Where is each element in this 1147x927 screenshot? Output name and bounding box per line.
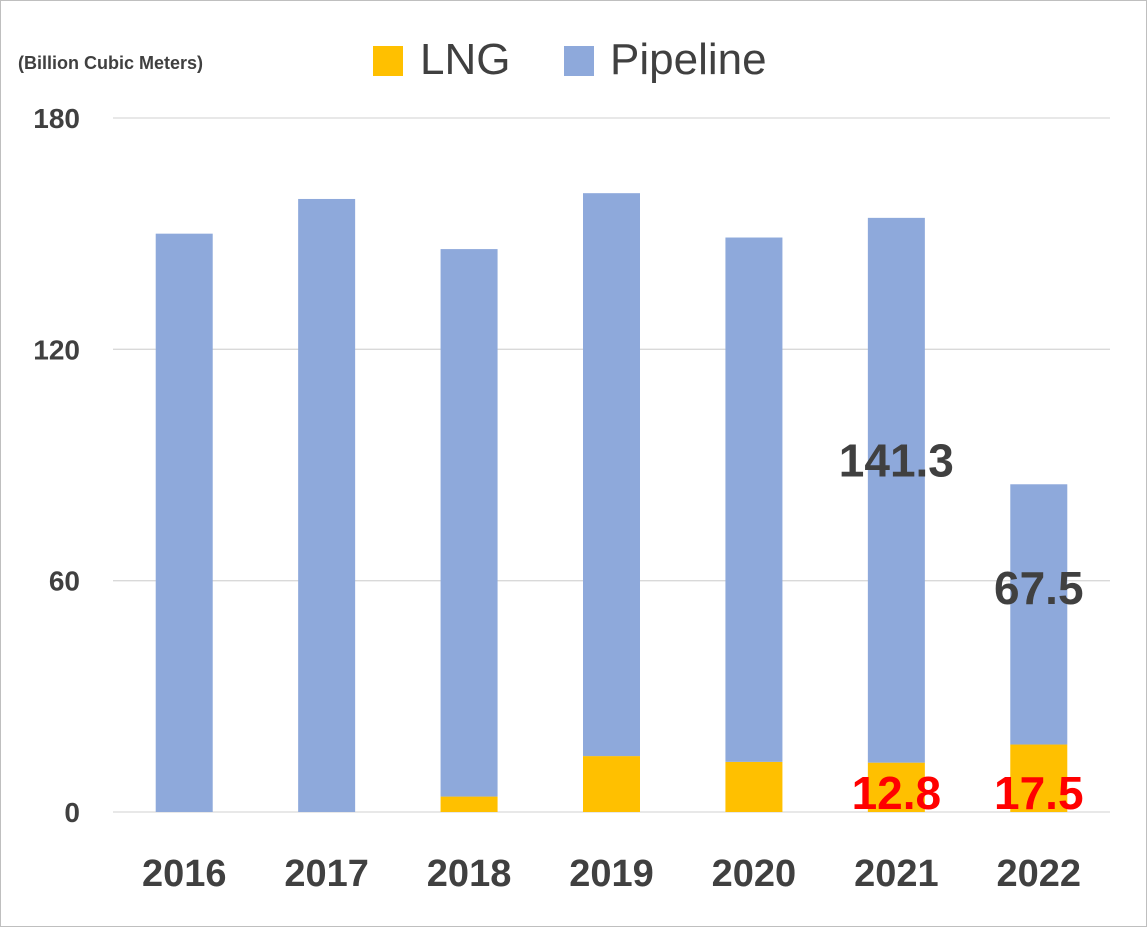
bars [155,193,1068,812]
legend-swatch-pipeline [564,46,594,76]
bar-pipeline-2016 [155,233,213,812]
bar-pipeline-2018 [440,249,498,797]
x-tick-label: 2021 [854,853,939,895]
bar-lng-2022 [1010,744,1068,812]
bar-lng-2019 [583,756,640,812]
x-tick-label: 2019 [569,853,654,895]
x-tick-label: 2017 [284,853,369,895]
bar-pipeline-2021 [867,217,925,763]
x-tick-label: 2022 [997,853,1082,895]
legend-label-lng: LNG [420,35,510,84]
unit-label: (Billion Cubic Meters) [18,53,203,73]
data-label-pipeline-2022: 67.5 [994,562,1084,614]
data-label-lng-2021: 12.8 [852,767,942,819]
y-tick-label: 60 [49,566,80,597]
bar-pipeline-2017 [298,198,356,812]
x-axis: 2016 2017 2018 2019 2020 2021 2022 [142,853,1081,895]
y-tick-label: 0 [64,797,80,828]
data-labels: 141.3 67.5 12.8 17.5 [839,435,1084,819]
data-label-lng-2022: 17.5 [994,767,1084,819]
x-tick-label: 2018 [427,853,512,895]
bar-lng-2020 [725,761,783,812]
data-label-pipeline-2021: 141.3 [839,435,954,487]
bar-pipeline-2019 [583,193,640,757]
y-tick-label: 180 [33,103,80,134]
x-tick-label: 2016 [142,853,227,895]
bar-pipeline-2020 [725,237,783,762]
legend-swatch-lng [373,46,403,76]
y-tick-label: 120 [33,334,80,365]
bar-pipeline-2022 [1010,484,1068,745]
legend: LNG Pipeline [373,35,767,84]
x-tick-label: 2020 [712,853,797,895]
bar-lng-2018 [440,796,498,812]
legend-label-pipeline: Pipeline [610,35,767,84]
y-axis: 0 60 120 180 [33,103,80,828]
bar-lng-2021 [867,762,925,812]
